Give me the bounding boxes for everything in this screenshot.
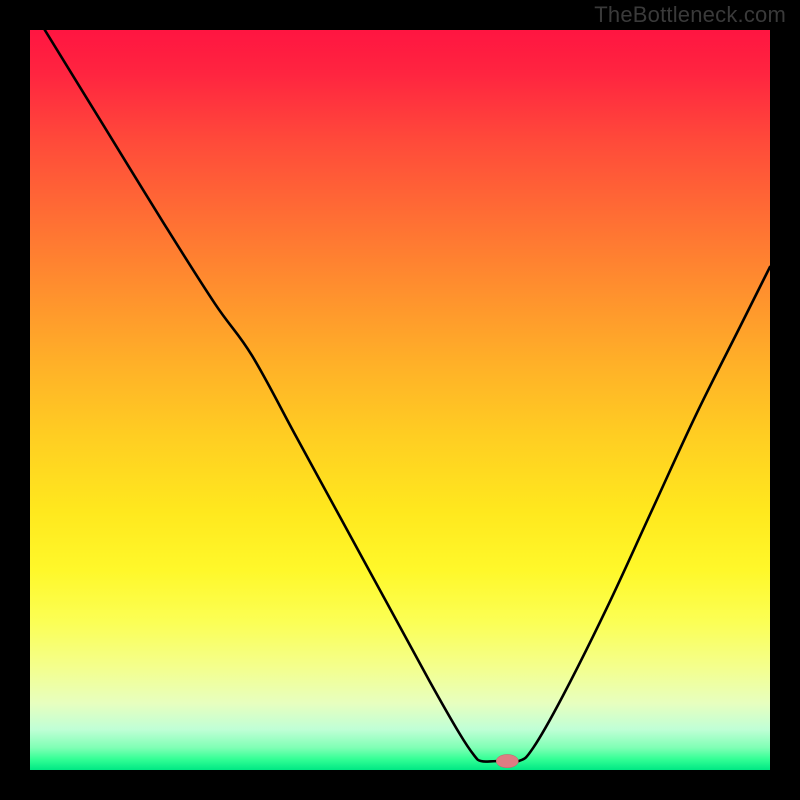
- chart-svg: [30, 30, 770, 770]
- chart-background: [30, 30, 770, 770]
- optimal-marker: [496, 754, 518, 767]
- bottleneck-chart: [30, 30, 770, 770]
- watermark-text: TheBottleneck.com: [594, 2, 786, 28]
